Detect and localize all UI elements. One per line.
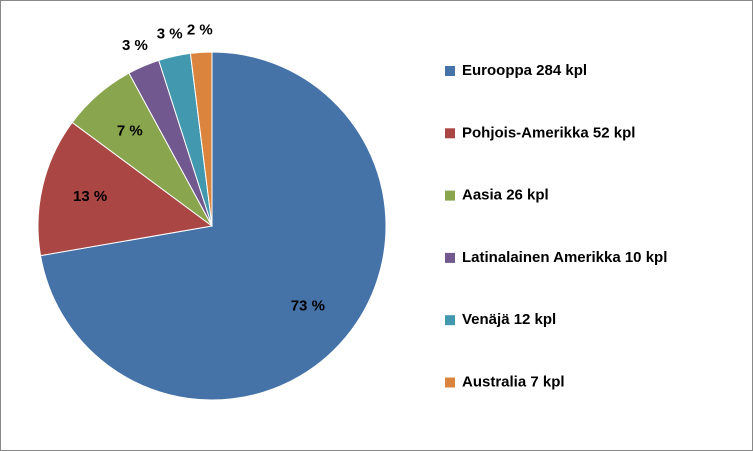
data-label: 3 %	[122, 37, 148, 54]
data-label: 13 %	[73, 188, 107, 205]
legend-label: Venäjä 12 kpl	[462, 311, 556, 328]
legend-swatch	[445, 128, 455, 139]
legend-swatch	[445, 315, 455, 326]
legend-label: Pohjois-Amerikka 52 kpl	[462, 124, 635, 141]
legend-swatch	[445, 377, 455, 388]
pie-slice	[189, 51, 213, 227]
legend-label: Aasia 26 kpl	[462, 187, 549, 204]
legend-swatch	[445, 66, 455, 76]
data-label: 2 %	[187, 21, 213, 38]
legend-swatch	[445, 190, 455, 201]
legend-swatch	[445, 252, 455, 263]
legend-label: Australia 7 kpl	[462, 373, 565, 390]
pie-slice	[37, 121, 214, 257]
data-label: 73 %	[291, 298, 325, 315]
legend-label: Eurooppa 284 kpl	[462, 62, 587, 79]
data-label: 3 %	[157, 26, 183, 43]
pie-slice	[39, 51, 387, 401]
data-label: 7 %	[117, 122, 143, 139]
legend-label: Latinalainen Amerikka 10 kpl	[462, 249, 667, 266]
